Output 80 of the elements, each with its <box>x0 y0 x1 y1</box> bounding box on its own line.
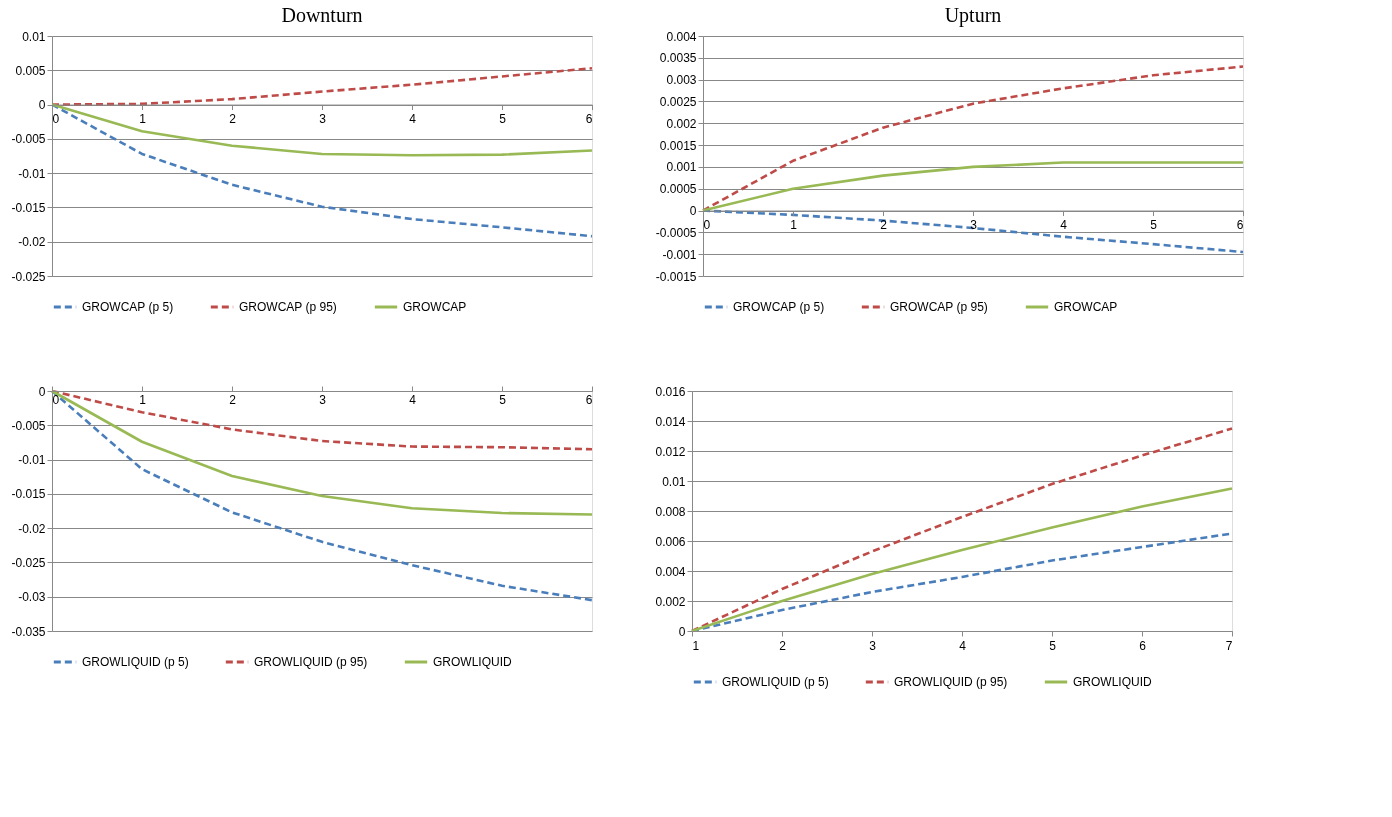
y-tick-label: 0.016 <box>655 384 686 399</box>
y-tick-label: 0.001 <box>666 160 697 175</box>
y-tick-label: 0.008 <box>655 504 686 519</box>
x-tick-label: 5 <box>499 392 507 407</box>
legend-label: GROWLIQUID (p 95) <box>894 675 1008 689</box>
y-tick-label: -0.03 <box>18 590 46 605</box>
line-series <box>50 103 594 157</box>
x-tick-label: 1 <box>790 218 798 233</box>
x-tick-label: 7 <box>1225 638 1233 653</box>
x-tick-label: 6 <box>585 112 593 127</box>
y-tick-label: 0 <box>689 204 697 219</box>
y-tick-label: 0.002 <box>655 594 686 609</box>
legend-label: GROWLIQUID <box>433 655 512 669</box>
y-tick-label: -0.005 <box>11 418 46 433</box>
x-tick-label: 3 <box>319 112 327 127</box>
legend-label: GROWLIQUID (p 95) <box>254 655 368 669</box>
x-tick-label: 6 <box>1139 638 1147 653</box>
x-tick-label: 2 <box>229 392 237 407</box>
y-tick-label: 0.005 <box>15 63 46 78</box>
y-tick-label: 0.006 <box>655 534 686 549</box>
y-tick-label: 0.0035 <box>659 51 697 66</box>
x-tick-label: 4 <box>959 638 967 653</box>
legend-label: GROWCAP (p 5) <box>733 300 825 314</box>
y-tick-label: -0.0005 <box>655 225 697 240</box>
legend-label: GROWCAP (p 95) <box>239 300 337 314</box>
y-tick-label: 0.0025 <box>659 94 697 109</box>
y-tick-label: -0.02 <box>18 521 46 536</box>
x-tick-label: 4 <box>409 112 417 127</box>
x-tick-label: 4 <box>1060 218 1068 233</box>
legend-label: GROWLIQUID (p 5) <box>82 655 189 669</box>
legend-label: GROWCAP <box>403 300 467 314</box>
y-tick-label: -0.035 <box>11 624 46 639</box>
y-tick-label: 0 <box>38 98 46 113</box>
y-tick-label: 0.01 <box>22 29 46 44</box>
x-tick-label: 2 <box>779 638 787 653</box>
y-tick-label: -0.015 <box>11 200 46 215</box>
x-tick-label: 0 <box>703 218 711 233</box>
x-tick-label: 5 <box>1049 638 1057 653</box>
x-tick-label: 0 <box>52 112 60 127</box>
y-tick-label: -0.01 <box>18 166 46 181</box>
y-tick-label: -0.001 <box>662 247 697 262</box>
y-tick-label: 0.012 <box>655 444 686 459</box>
y-tick-label: -0.005 <box>11 132 46 147</box>
y-tick-label: 0.004 <box>666 29 697 44</box>
y-tick-label: -0.025 <box>11 555 46 570</box>
legend-label: GROWCAP (p 5) <box>82 300 174 314</box>
y-tick-label: 0.003 <box>666 73 697 88</box>
x-tick-label: 2 <box>229 112 237 127</box>
legend-label: GROWLIQUID (p 5) <box>722 675 829 689</box>
y-tick-label: 0.0005 <box>659 182 697 197</box>
y-tick-label: -0.02 <box>18 235 46 250</box>
x-tick-label: 6 <box>585 392 593 407</box>
x-tick-label: 3 <box>869 638 877 653</box>
x-tick-label: 1 <box>692 638 700 653</box>
y-tick-label: 0.002 <box>666 116 697 131</box>
x-tick-label: 2 <box>880 218 888 233</box>
y-tick-label: -0.025 <box>11 269 46 284</box>
y-tick-label: 0.014 <box>655 414 686 429</box>
x-tick-label: 1 <box>139 392 147 407</box>
legend-label: GROWCAP (p 95) <box>890 300 988 314</box>
y-tick-label: 0 <box>678 624 686 639</box>
x-tick-label: 5 <box>499 112 507 127</box>
x-tick-label: 4 <box>409 392 417 407</box>
x-tick-label: 5 <box>1150 218 1158 233</box>
y-tick-label: -0.015 <box>11 487 46 502</box>
y-tick-label: -0.0015 <box>655 269 697 284</box>
y-tick-label: -0.01 <box>18 453 46 468</box>
line-series <box>50 103 594 238</box>
legend-label: GROWCAP <box>1054 300 1118 314</box>
chart-title: Upturn <box>944 4 1002 27</box>
chart-title: Downturn <box>281 4 363 26</box>
y-tick-label: 0.0015 <box>659 138 697 153</box>
y-tick-label: 0.004 <box>655 564 686 579</box>
x-tick-label: 0 <box>52 392 60 407</box>
x-tick-label: 1 <box>139 112 147 127</box>
legend-label: GROWLIQUID <box>1073 675 1152 689</box>
x-tick-label: 3 <box>970 218 978 233</box>
x-tick-label: 6 <box>1236 218 1244 233</box>
x-tick-label: 3 <box>319 392 327 407</box>
y-tick-label: 0.01 <box>662 474 686 489</box>
